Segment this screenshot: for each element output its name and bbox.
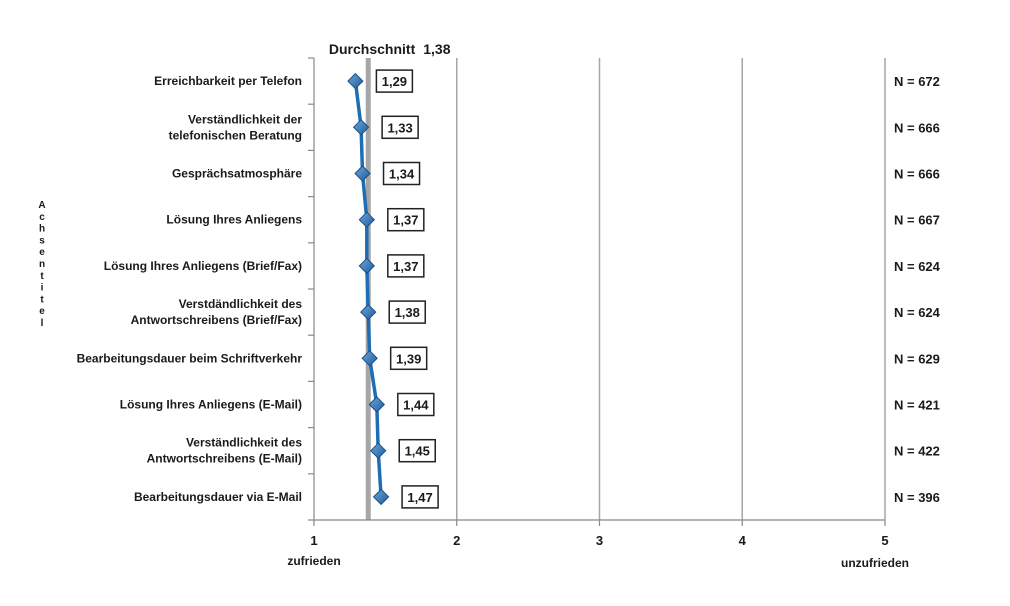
category-label-line: telefonischen Beratung (169, 128, 302, 142)
tick-label-4: 4 (739, 533, 747, 548)
tick-label-1: 1 (310, 533, 317, 548)
data-label: 1,29 (382, 74, 407, 89)
data-label-box (387, 254, 425, 278)
category-axis (308, 57, 315, 521)
data-label: 1,47 (407, 490, 432, 505)
n-label: N = 666 (894, 120, 940, 135)
category-label: Verständlichkeit der telefonischen Beratu… (169, 112, 303, 142)
category-label: Verstdändlichkeit des Antwortschreibens (… (131, 297, 303, 327)
category-label: Erreichbarkeit per Telefon (154, 74, 302, 88)
data-marker (368, 396, 386, 413)
category-label-line: Lösung Ihres Anliegens (166, 213, 302, 227)
average-name: Durchschnitt (329, 41, 416, 57)
category-label: Lösung Ihres Anliegens (Brief/Fax) (104, 259, 302, 273)
grid-lines (456, 58, 886, 520)
data-label-box (375, 69, 414, 93)
data-label-box (388, 300, 426, 324)
n-labels: N = 672 N = 666 N = 666 N = 667 N = 624 N = 6… (894, 74, 941, 505)
data-label-box (387, 207, 425, 232)
category-label: Lösung Ihres Anliegens (E-Mail) (120, 398, 302, 412)
data-marker (370, 442, 387, 459)
data-marker (358, 211, 376, 228)
n-label: N = 624 (894, 305, 941, 320)
category-label: Verständlichkeit des Antwortschreibens (E… (147, 436, 303, 466)
y-axis-title-char: A (38, 200, 45, 211)
category-label-line: Antwortschreibens (E-Mail) (147, 452, 302, 466)
y-axis-title-char: e (39, 306, 45, 317)
n-label: N = 422 (894, 444, 940, 459)
y-axis-title-char: t (40, 271, 44, 282)
average-value: 1,38 (423, 41, 450, 57)
y-axis-title-char: n (39, 259, 45, 270)
category-label-line: Bearbeitungsdauer via E-Mail (134, 490, 302, 504)
data-label: 1,37 (393, 213, 418, 228)
category-label-line: Antwortschreibens (Brief/Fax) (131, 313, 302, 327)
data-label: 1,39 (396, 351, 421, 366)
category-label-line: Gesprächsatmosphäre (172, 167, 302, 181)
data-label: 1,44 (403, 398, 429, 413)
y-axis-title-char: e (39, 247, 45, 258)
data-label-box (381, 115, 419, 140)
category-label-line: Lösung Ihres Anliegens (Brief/Fax) (104, 259, 302, 273)
y-axis-title-char: i (41, 283, 44, 294)
data-labels: 1,29 1,33 1,34 1,37 1,37 1,38 1,39 1,44 1,45 1,47 (375, 69, 439, 509)
y-axis-title-char: c (39, 212, 45, 223)
category-label-line: Bearbeitungsdauer beim Schriftverkehr (77, 351, 303, 365)
data-label: 1,34 (389, 167, 415, 182)
category-label: Gesprächsatmosphäre (172, 167, 302, 181)
data-label-box (389, 346, 428, 371)
data-label-box (401, 485, 439, 509)
n-label: N = 396 (894, 490, 940, 505)
x-min-label: zufrieden (287, 554, 340, 568)
data-label: 1,37 (393, 259, 418, 274)
category-label-line: Lösung Ihres Anliegens (E-Mail) (120, 398, 302, 412)
data-marker (354, 165, 371, 182)
tick-label-3: 3 (596, 533, 603, 548)
data-label: 1,33 (387, 120, 412, 135)
value-axis: 1 2 3 4 5 (310, 519, 889, 548)
data-marker (360, 303, 377, 321)
average-label: Durchschnitt 1,38 (329, 41, 451, 57)
series-line (353, 80, 383, 498)
tick-label-2: 2 (453, 533, 460, 548)
data-marker (352, 119, 370, 136)
n-label: N = 421 (894, 398, 940, 413)
data-label-box (398, 438, 436, 463)
data-marker (361, 350, 378, 367)
data-marker (372, 488, 390, 506)
data-label: 1,45 (405, 444, 430, 459)
n-label: N = 629 (894, 351, 940, 366)
data-label: 1,38 (395, 305, 420, 320)
category-label: Bearbeitungsdauer via E-Mail (134, 490, 302, 504)
y-axis-title-char: t (40, 294, 44, 305)
n-label: N = 624 (894, 259, 941, 274)
data-markers (347, 72, 390, 506)
category-label-line: Verstdändlichkeit des (179, 297, 303, 311)
category-label-line: Erreichbarkeit per Telefon (154, 74, 302, 88)
y-axis-title-char: l (41, 318, 44, 329)
data-marker (347, 72, 364, 90)
category-label: Lösung Ihres Anliegens (166, 213, 302, 227)
tick-label-5: 5 (881, 533, 888, 548)
y-axis-title-char: h (39, 224, 45, 235)
category-label: Bearbeitungsdauer beim Schriftverkehr (77, 351, 303, 365)
category-label-line: Verständlichkeit des (186, 436, 302, 450)
data-label-box (397, 392, 435, 417)
n-label: N = 667 (894, 213, 940, 228)
category-labels: Erreichbarkeit per Telefon Verständlichke… (77, 74, 303, 504)
x-max-label: unzufrieden (841, 556, 909, 570)
n-label: N = 666 (894, 167, 940, 182)
y-axis-title-char: s (39, 235, 45, 246)
data-marker (358, 257, 376, 275)
category-label-line: Verständlichkeit der (188, 112, 302, 126)
n-label: N = 672 (894, 74, 940, 89)
data-label-box (382, 161, 421, 186)
